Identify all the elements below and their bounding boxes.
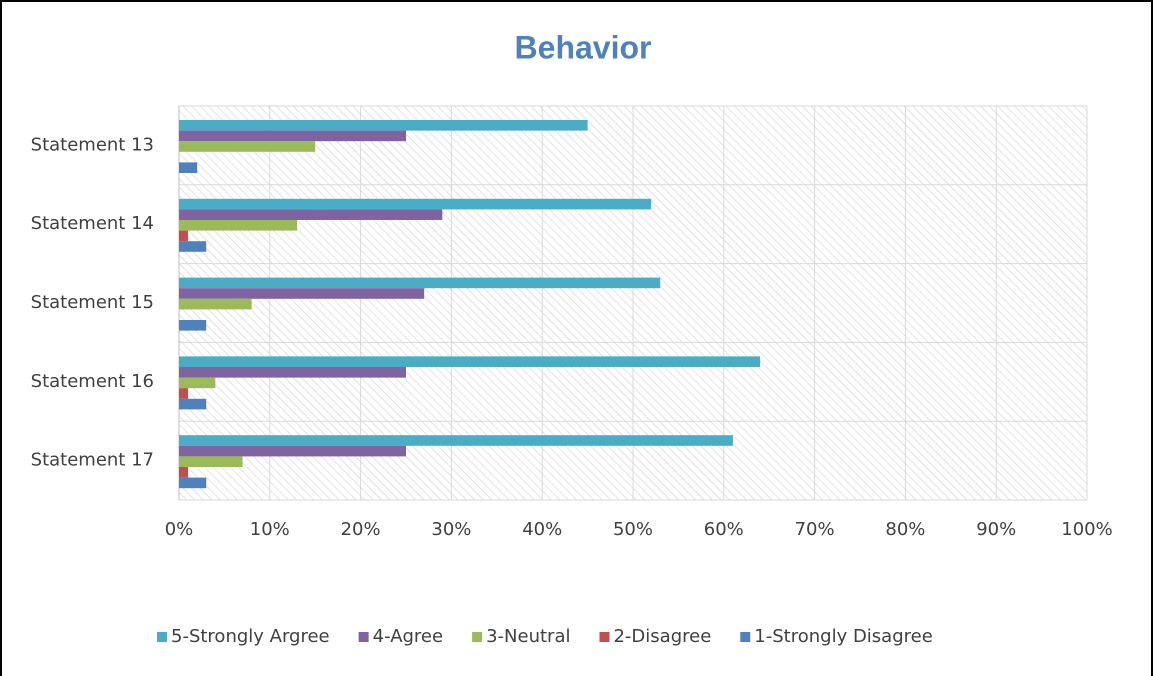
bar — [179, 398, 207, 410]
bar — [179, 367, 406, 378]
legend-swatch — [599, 632, 610, 642]
x-tick-label: 50% — [613, 519, 653, 540]
bar — [179, 130, 406, 142]
y-tick-label: Statement 15 — [31, 292, 154, 313]
bar — [179, 120, 588, 131]
bar — [179, 277, 661, 289]
x-tick-label: 90% — [976, 519, 1016, 540]
legend-label: 1-Strongly Disagree — [754, 626, 933, 647]
legend-label: 3-Neutral — [486, 626, 570, 647]
x-tick-label: 0% — [165, 519, 194, 540]
x-tick-label: 100% — [1061, 519, 1112, 540]
legend-label: 5-Strongly Argree — [171, 626, 330, 647]
bar — [179, 320, 207, 331]
bar — [179, 467, 189, 478]
bar — [179, 456, 243, 467]
x-tick-label: 30% — [431, 519, 471, 540]
x-tick-label: 70% — [795, 519, 835, 540]
y-tick-label: Statement 14 — [31, 213, 154, 234]
legend-swatch — [472, 632, 483, 642]
bar — [179, 141, 316, 152]
x-tick-label: 80% — [885, 519, 925, 540]
bar — [179, 241, 207, 252]
legend-swatch — [358, 632, 369, 642]
bar — [179, 162, 198, 173]
bar — [179, 298, 252, 310]
bar — [179, 288, 425, 299]
legend-swatch — [740, 632, 751, 642]
legend-label: 2-Disagree — [613, 626, 711, 647]
bar — [179, 198, 652, 210]
bar — [179, 477, 207, 489]
x-tick-label: 40% — [522, 519, 562, 540]
y-tick-label: Statement 17 — [31, 450, 154, 471]
bar — [179, 435, 733, 446]
bar — [179, 356, 761, 367]
bar — [179, 388, 189, 399]
y-tick-label: Statement 13 — [31, 134, 154, 155]
bar — [179, 445, 406, 457]
x-tick-label: 10% — [250, 519, 290, 540]
legend-label: 4-Agree — [373, 626, 443, 647]
chart-title: Behavior — [515, 29, 652, 65]
x-tick-label: 20% — [341, 519, 381, 540]
bar — [179, 377, 216, 389]
legend-swatch — [157, 632, 167, 642]
x-tick-label: 60% — [704, 519, 744, 540]
y-tick-label: Statement 16 — [31, 371, 154, 392]
bar — [179, 220, 298, 231]
bar — [179, 209, 443, 220]
bar — [179, 230, 189, 242]
